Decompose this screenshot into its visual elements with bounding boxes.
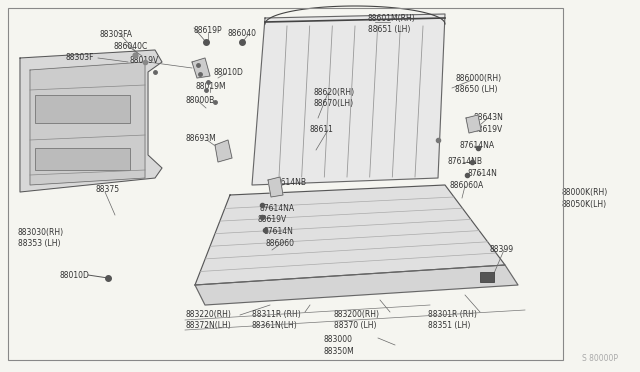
Text: 88601M(RH): 88601M(RH): [368, 14, 416, 23]
Text: 88370 (LH): 88370 (LH): [334, 321, 376, 330]
Text: 88399: 88399: [490, 245, 514, 254]
Text: 88670(LH): 88670(LH): [313, 99, 353, 108]
Text: 88351 (LH): 88351 (LH): [428, 321, 470, 330]
Text: 883200(RH): 883200(RH): [334, 310, 380, 319]
Bar: [480, 272, 494, 282]
Text: 88375: 88375: [96, 185, 120, 194]
Polygon shape: [30, 62, 145, 185]
Text: 87614NB: 87614NB: [271, 178, 306, 187]
Bar: [8, 8, 563, 360]
Text: 883220(RH): 883220(RH): [186, 310, 232, 319]
Text: 88693M: 88693M: [185, 134, 216, 143]
Text: 88000B: 88000B: [185, 96, 214, 105]
Text: 88650 (LH): 88650 (LH): [455, 85, 497, 94]
Text: 88010D: 88010D: [60, 271, 90, 280]
Text: 87614NA: 87614NA: [259, 204, 294, 213]
Polygon shape: [466, 115, 481, 133]
Polygon shape: [20, 50, 162, 192]
Text: 886040C: 886040C: [113, 42, 147, 51]
Polygon shape: [195, 185, 505, 285]
Text: 88611: 88611: [310, 125, 334, 134]
Text: 883000: 883000: [323, 335, 352, 344]
Polygon shape: [195, 265, 518, 305]
Text: S 80000P: S 80000P: [582, 354, 618, 363]
Text: 88010D: 88010D: [214, 68, 244, 77]
Text: 87614NA: 87614NA: [459, 141, 494, 150]
Text: 87614N: 87614N: [468, 169, 498, 178]
Bar: [35, 148, 130, 170]
Text: 886060: 886060: [265, 239, 294, 248]
Bar: [35, 95, 130, 123]
Text: 88000K(RH): 88000K(RH): [562, 188, 608, 197]
Text: 87614N: 87614N: [264, 227, 294, 236]
Polygon shape: [192, 58, 210, 78]
Text: 88301R (RH): 88301R (RH): [428, 310, 477, 319]
Text: 88019V: 88019V: [130, 56, 159, 65]
Text: 88643N: 88643N: [473, 113, 503, 122]
Text: 886060A: 886060A: [450, 181, 484, 190]
Text: 88619V: 88619V: [473, 125, 502, 134]
Text: 886000(RH): 886000(RH): [455, 74, 501, 83]
Text: 88019M: 88019M: [196, 82, 227, 91]
Polygon shape: [252, 14, 445, 185]
Text: 88303FA: 88303FA: [100, 30, 133, 39]
Text: 88372N(LH): 88372N(LH): [186, 321, 232, 330]
Text: 88619V: 88619V: [257, 215, 286, 224]
Text: 88651 (LH): 88651 (LH): [368, 25, 410, 34]
Text: 88050K(LH): 88050K(LH): [562, 200, 607, 209]
Polygon shape: [268, 177, 283, 197]
Polygon shape: [215, 140, 232, 162]
Text: 87614NB: 87614NB: [448, 157, 483, 166]
Text: 88350M: 88350M: [323, 347, 354, 356]
Text: 88620(RH): 88620(RH): [313, 88, 354, 97]
Text: 88303F: 88303F: [66, 53, 95, 62]
Text: 88619P: 88619P: [194, 26, 223, 35]
Text: 886040: 886040: [228, 29, 257, 38]
Text: 88361N(LH): 88361N(LH): [252, 321, 298, 330]
Text: 88311R (RH): 88311R (RH): [252, 310, 301, 319]
Text: 883030(RH): 883030(RH): [18, 228, 64, 237]
Text: 88353 (LH): 88353 (LH): [18, 239, 61, 248]
